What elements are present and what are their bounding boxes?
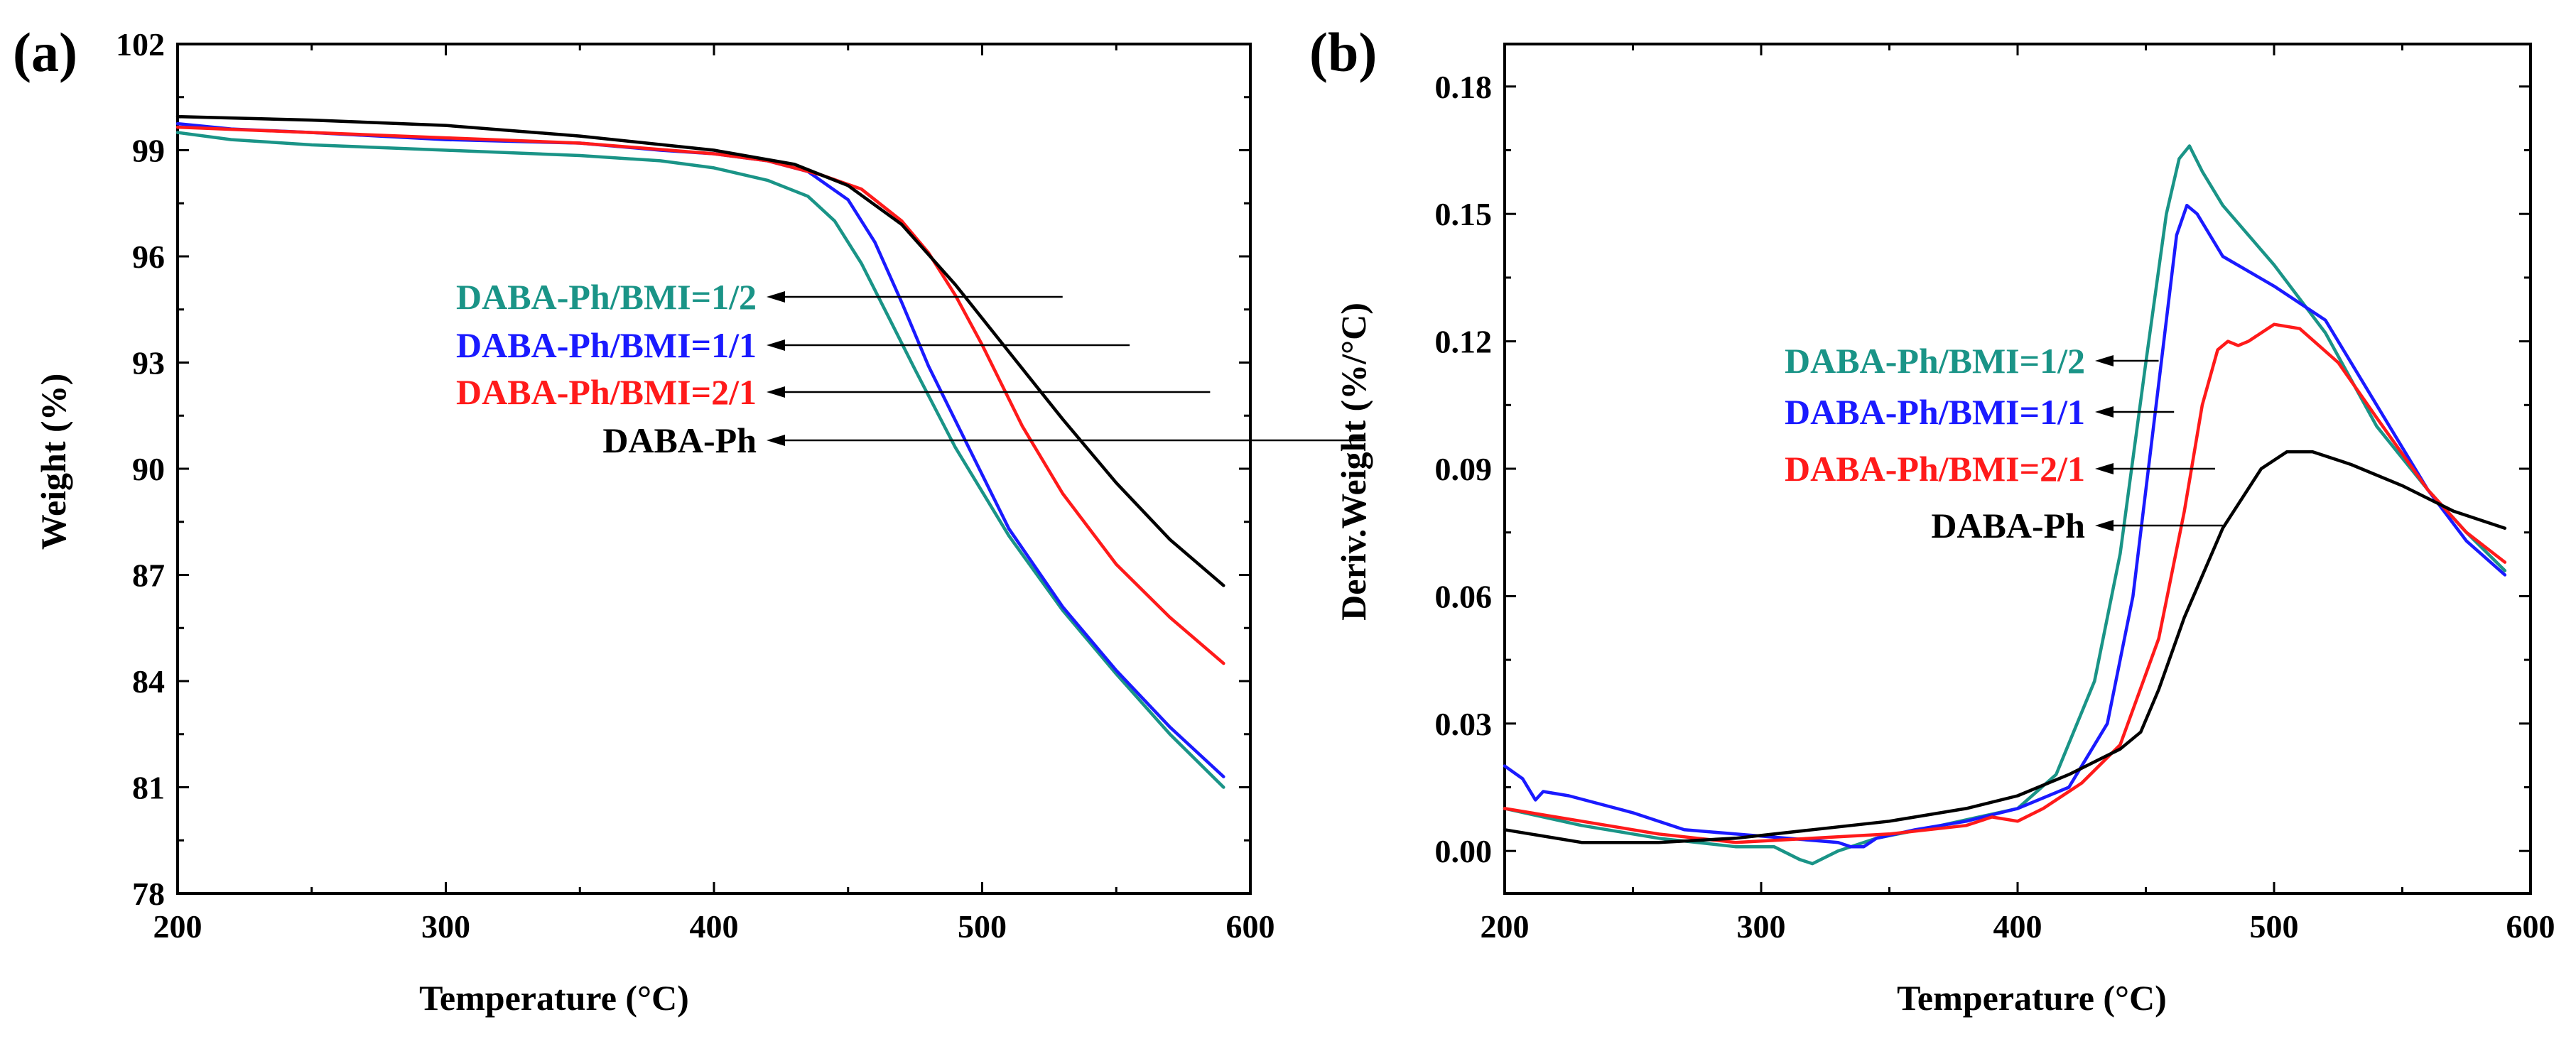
panel-a-legend-label-daba-ph-bmi-1-2: DABA-Ph/BMI=1/2: [456, 277, 757, 317]
panel-b-legend-label-daba-ph: DABA-Ph: [1931, 506, 2085, 545]
panel-a-legend-label-daba-ph: DABA-Ph: [602, 420, 757, 460]
panel-a-y-tick-label: 78: [132, 876, 165, 912]
panel-a-x-tick-label: 600: [1226, 908, 1275, 945]
panel-b-y-tick-label: 0.06: [1435, 578, 1493, 614]
panel-a-y-tick-label: 99: [132, 133, 165, 169]
panel-b-y-tick-label: 0.09: [1435, 451, 1493, 487]
panel-a-y-tick-label: 87: [132, 558, 165, 594]
panel-b-legend-arrow-head: [2095, 520, 2114, 531]
panel-a-legend-arrow-head: [767, 291, 785, 303]
panel-a-legend-arrow-head: [767, 339, 785, 351]
panel-a-series-daba-ph-bmi-2-1: [175, 125, 1225, 665]
panel-a-series-daba-ph: [175, 114, 1225, 587]
panel-a-y-tick-label: 84: [132, 663, 165, 700]
panel-b-legend-label-daba-ph-bmi-1-1: DABA-Ph/BMI=1/1: [1785, 392, 2085, 432]
panel-b-x-tick-label: 400: [1993, 908, 2042, 945]
panel-a-label: (a): [13, 21, 77, 83]
panel-b-x-tick-label: 300: [1737, 908, 1786, 945]
chart-panel-a: (a) Temperature (°C) Weight (%) 200 300 40…: [13, 21, 1366, 1018]
panel-b-y-tick-label: 0.12: [1435, 324, 1493, 360]
panel-b-y-tick-label: 0.03: [1435, 706, 1493, 742]
panel-a-legend-arrow-head: [767, 435, 785, 446]
panel-b-y-axis-title: Deriv.Weight (%/°C): [1333, 303, 1373, 621]
panel-b-series-daba-ph-bmi-1-2: [1503, 144, 2507, 866]
panel-a-y-axis-title: Weight (%): [33, 374, 73, 550]
panel-a-series-daba-ph-bmi-1-2: [175, 131, 1225, 789]
panel-b-series-daba-ph-bmi-2-1: [1503, 322, 2507, 844]
panel-a-y-tick-label: 93: [132, 345, 165, 381]
panel-b-plot-area: 200 300 400 500 600 0.00 0.03 0.06 0.09 0.12 0.15 0…: [1435, 43, 2555, 945]
panel-a-x-axis-title: Temperature (°C): [419, 978, 689, 1018]
panel-a-x-tick-label: 500: [958, 908, 1007, 945]
panel-a-x-tick-label: 400: [690, 908, 739, 945]
panel-b-legend-arrow-head: [2095, 406, 2114, 418]
panel-a-plot-area: 200 300 400 500 600 78 81 84 87 90 93 96 99 102 DABA-P…: [116, 26, 1366, 945]
panel-b-legend-arrow-head: [2095, 355, 2114, 366]
panel-a-series-daba-ph-bmi-1-1: [175, 121, 1225, 778]
panel-a-x-tick-label: 300: [421, 908, 470, 945]
panel-a-y-tick-label: 96: [132, 239, 165, 275]
panel-b-y-tick-label: 0.00: [1435, 833, 1493, 869]
panel-b-series-daba-ph: [1503, 450, 2507, 844]
panel-b-y-tick-label: 0.15: [1435, 196, 1493, 232]
panel-b-x-tick-label: 200: [1481, 908, 1530, 945]
panel-a-x-tick-label: 200: [153, 908, 202, 945]
panel-a-y-tick-label: 90: [132, 451, 165, 487]
panel-b-legend-label-daba-ph-bmi-1-2: DABA-Ph/BMI=1/2: [1785, 341, 2085, 381]
panel-b-x-axis-title: Temperature (°C): [1897, 978, 2167, 1018]
panel-b-x-tick-label: 500: [2250, 908, 2299, 945]
panel-a-legend-label-daba-ph-bmi-2-1: DABA-Ph/BMI=2/1: [456, 372, 757, 412]
panel-a-legend-arrow-head: [767, 386, 785, 398]
panel-b-x-tick-label: 600: [2506, 908, 2555, 945]
panel-a-y-tick-label: 81: [132, 770, 165, 806]
chart-panel-b: (b) Temperature (°C) Deriv.Weight (%/°C)…: [1309, 21, 2555, 1018]
panel-a-axes-frame: [176, 43, 1252, 895]
panel-b-legend-arrow-head: [2095, 463, 2114, 474]
panel-a-legend-label-daba-ph-bmi-1-1: DABA-Ph/BMI=1/1: [456, 325, 757, 365]
panel-b-label: (b): [1309, 21, 1377, 83]
panel-b-y-tick-label: 0.18: [1435, 69, 1493, 105]
panel-b-series-daba-ph-bmi-1-1: [1503, 203, 2507, 849]
panel-b-legend-label-daba-ph-bmi-2-1: DABA-Ph/BMI=2/1: [1785, 449, 2085, 489]
panel-a-y-tick-label: 102: [116, 26, 165, 62]
